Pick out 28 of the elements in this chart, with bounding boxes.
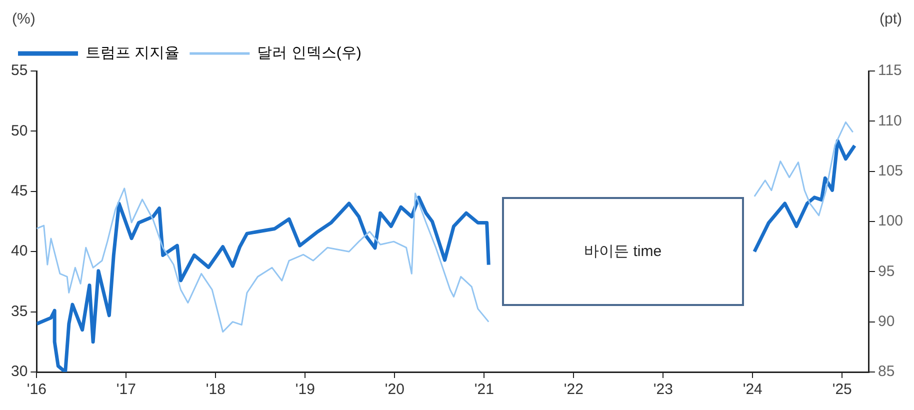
legend-label: 트럼프 지지율: [86, 44, 180, 62]
y2-axis-title: (pt): [880, 10, 902, 28]
x-tick-label: '18: [206, 381, 226, 398]
y-tick-label: 55: [10, 62, 28, 80]
y-tick-label: 50: [10, 122, 28, 140]
y2-tick-label: 100: [878, 212, 904, 230]
x-tick-label: '16: [26, 381, 46, 398]
x-tick-label: '21: [474, 381, 494, 398]
y-tick-label: 35: [10, 302, 28, 320]
x-tick-label: '25: [832, 381, 852, 398]
y2-tick-label: 110: [878, 112, 902, 130]
y-tick-label: 45: [10, 182, 28, 200]
y2-tick-label: 105: [878, 162, 904, 180]
y2-tick-label: 85: [878, 363, 895, 380]
y2-tick-label: 115: [878, 62, 902, 80]
x-tick-label: '22: [564, 381, 584, 398]
x-tick-label: '23: [653, 381, 673, 398]
y-axis-title: (%): [12, 10, 36, 28]
y2-tick-label: 90: [878, 312, 895, 330]
x-tick-label: '19: [295, 381, 315, 398]
y2-tick-label: 95: [878, 262, 895, 280]
y-tick-label: 30: [10, 363, 28, 380]
legend-label: 달러 인덱스(우): [257, 44, 362, 62]
y-tick-label: 40: [10, 242, 28, 260]
text-box: 바이든 time: [502, 197, 744, 306]
x-tick-label: '20: [384, 381, 404, 398]
x-tick-label: '24: [742, 381, 762, 398]
x-tick-label: '17: [116, 381, 136, 398]
